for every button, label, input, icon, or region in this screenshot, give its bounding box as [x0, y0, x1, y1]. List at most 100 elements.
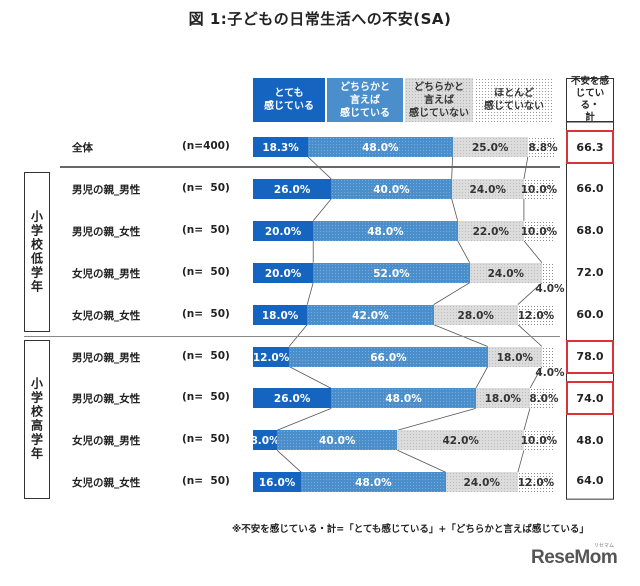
data-label: 8.8%	[528, 142, 558, 154]
data-label: 10.0%	[520, 435, 558, 448]
data-label: 42.0%	[442, 435, 479, 448]
row-sample-size: (n= 50)	[182, 307, 230, 320]
data-label: 8.0%	[250, 435, 280, 448]
group-label: 小学校低学年	[24, 171, 50, 332]
connector-line	[397, 449, 446, 473]
bar-segment	[253, 388, 332, 409]
data-label: 48.0%	[385, 393, 422, 406]
bar-segment	[523, 220, 554, 241]
connector-line	[529, 366, 543, 389]
data-label: 12.0%	[517, 309, 555, 322]
row-label: 女児の親_男性	[72, 435, 141, 448]
data-label: 18.0%	[261, 309, 299, 322]
bar-segment	[253, 346, 290, 367]
bar-segment	[517, 304, 554, 325]
brand-logo-ruby: リセマム	[594, 543, 615, 549]
bar-segment	[331, 388, 476, 409]
data-label: 16.0%	[258, 477, 296, 490]
bar-segment	[445, 472, 518, 493]
bar-segment	[487, 346, 542, 367]
bar-segment	[451, 178, 524, 199]
bar-segment	[397, 430, 524, 451]
sum-value: 64.0	[566, 461, 614, 500]
data-label: 18.0%	[496, 351, 534, 364]
sum-value: 48.0	[566, 419, 614, 462]
connector-line	[475, 366, 489, 389]
data-label: 24.0%	[463, 477, 500, 490]
bar-segment	[457, 220, 524, 241]
connector-line	[457, 240, 471, 263]
row-label: 女児の親_女性	[72, 477, 141, 490]
legend-item-2: どちらかと 言えば 感じている	[327, 78, 403, 122]
connector-line	[306, 282, 314, 305]
data-label: 18.3%	[262, 142, 299, 154]
bar-segment	[289, 346, 488, 367]
row-sample-size: (n= 50)	[182, 433, 230, 446]
bar-segment	[307, 304, 434, 325]
bar-segment	[253, 262, 314, 283]
bar-segment	[313, 262, 470, 283]
row-separator	[60, 165, 560, 168]
data-label: 52.0%	[373, 267, 410, 280]
data-label: 8.0%	[529, 393, 559, 406]
sum-value: 66.3	[566, 130, 614, 164]
data-label: 28.0%	[457, 309, 494, 322]
connector-line	[433, 282, 470, 305]
data-label: 48.0%	[367, 225, 404, 238]
data-label: 10.0%	[520, 225, 558, 238]
row-sample-size: (n= 50)	[182, 391, 230, 404]
data-label: 25.0%	[471, 142, 509, 154]
bar-segment	[475, 388, 530, 409]
bar-segment	[331, 178, 452, 199]
connector-line	[397, 408, 476, 431]
data-label: 40.0%	[319, 435, 356, 448]
row-sample-size: (n= 50)	[182, 181, 230, 194]
sum-value: 68.0	[566, 209, 614, 252]
data-label: 4.0%	[535, 282, 565, 295]
bar-segment	[452, 137, 528, 157]
bar-segment	[253, 304, 308, 325]
data-label: 20.0%	[264, 225, 302, 238]
bar-segment	[253, 178, 332, 199]
connector-line	[288, 366, 332, 389]
bar-segment	[541, 262, 554, 283]
bar-segment	[253, 220, 314, 241]
data-label: 26.0%	[273, 183, 311, 196]
row-sample-size: (n= 50)	[182, 349, 230, 362]
sum-column-header: 不安を感 じている・ 計	[566, 76, 614, 123]
bar-segment	[517, 472, 554, 493]
sum-value: 72.0	[566, 251, 614, 294]
data-label: 48.0%	[362, 142, 399, 154]
bar-segment	[253, 137, 309, 157]
sum-value: 78.0	[566, 339, 614, 374]
sum-value: 60.0	[566, 293, 614, 336]
connector-line	[523, 156, 529, 179]
legend-item-1: とても 感じている	[253, 78, 325, 122]
bar-segment	[469, 262, 542, 283]
data-label: 18.0%	[484, 393, 522, 406]
bar-segment	[527, 137, 555, 157]
bar-segment	[433, 304, 518, 325]
legend-item-3: どちらかと 言えば 感じていない	[405, 78, 473, 122]
sum-value: 74.0	[566, 381, 614, 416]
data-label: 42.0%	[352, 309, 389, 322]
row-sample-size: (n= 50)	[182, 265, 230, 278]
bar-segment	[253, 472, 302, 493]
data-label: 24.0%	[469, 183, 506, 196]
connector-line	[451, 156, 453, 179]
data-label: 40.0%	[373, 183, 410, 196]
connector-line	[523, 240, 543, 263]
connector-line	[276, 450, 302, 473]
data-label: 12.0%	[517, 477, 555, 490]
data-label: 22.0%	[472, 225, 509, 238]
data-label: 24.0%	[487, 267, 525, 280]
brand-logo: ReseMom	[531, 547, 618, 568]
bar-segment	[253, 430, 278, 451]
row-sample-size: (n=400)	[182, 140, 230, 152]
group-label: 小学校高学年	[24, 339, 50, 500]
row-label: 男児の親_女性	[72, 393, 141, 406]
bar-segment	[523, 430, 554, 451]
data-label: 10.0%	[520, 183, 558, 196]
bar-segment	[313, 220, 458, 241]
